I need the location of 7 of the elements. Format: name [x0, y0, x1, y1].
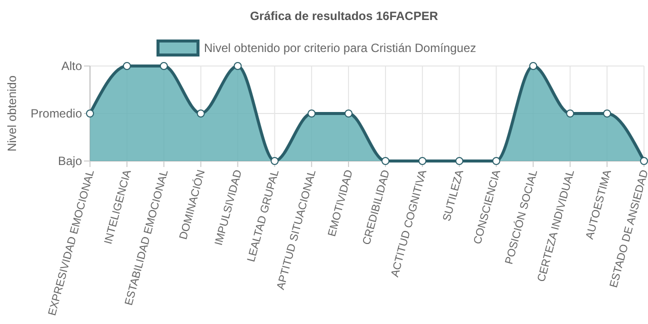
text: Bajo — [58, 154, 82, 168]
legend-label: Nivel obtenido por criterio para Cristián Domínguez — [204, 41, 476, 55]
text: Promedio — [30, 106, 82, 120]
chart-title: Gráfica de resultados 16FACPER — [250, 9, 438, 23]
y-axis-title: Nivel obtenido — [5, 75, 19, 152]
x-tick-label: LEALTAD GRUPAL — [245, 168, 282, 264]
text: Alto — [61, 59, 82, 73]
